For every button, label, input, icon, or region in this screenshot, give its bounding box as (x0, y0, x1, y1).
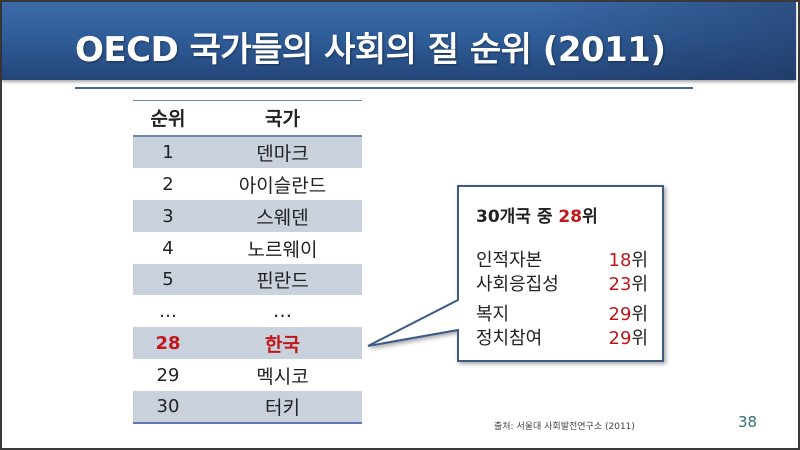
rank-cell: 29 (156, 364, 180, 386)
rank-cell: 5 (162, 269, 174, 290)
title-banner (2, 2, 796, 80)
table-row: 30 터키 (133, 391, 362, 422)
table-row: 4 노르웨이 (133, 232, 362, 264)
page-number: 38 (738, 413, 758, 431)
table-row: 2 아이슬란드 (133, 168, 362, 200)
table-row-ellipsis: … … (133, 295, 362, 327)
rank-cell: … (159, 300, 177, 322)
country-cell: 한국 (265, 333, 300, 356)
table-top-border (133, 100, 362, 101)
callout-headline: 30개국 중 28위 (476, 202, 598, 227)
summary-callout: 30개국 중 28위 인적자본 18위 사회응집성 23위 복지 29위 정치참… (458, 186, 663, 361)
item-rank: 29 (608, 328, 632, 349)
source-note: 출처: 서울대 사회발전연구소 (2011) (494, 422, 635, 432)
table-bottom-border (133, 422, 362, 424)
country-cell: 덴마크 (256, 143, 309, 165)
rank-cell: 4 (162, 237, 174, 259)
item-suffix: 위 (631, 274, 648, 295)
item-rank: 18 (608, 250, 632, 271)
country-cell: 멕시코 (256, 365, 309, 388)
title-divider (75, 87, 693, 89)
country-cell: 터키 (265, 397, 300, 419)
table-row: 3 스웨덴 (133, 200, 362, 232)
table-row: 5 핀란드 (133, 264, 362, 295)
item-label: 사회응집성 (476, 274, 559, 295)
rank-cell: 1 (162, 142, 174, 163)
country-cell: 아이슬란드 (238, 174, 327, 197)
item-label: 인적자본 (476, 250, 543, 271)
country-cell: … (273, 300, 292, 322)
item-rank: 29 (608, 304, 632, 325)
item-rank: 23 (608, 274, 632, 295)
table-row: 29 멕시코 (133, 359, 362, 391)
country-cell: 스웨덴 (256, 206, 309, 229)
headline-prefix: 30개국 중 (476, 207, 559, 227)
callout-item-human-capital: 인적자본 18위 (476, 246, 648, 272)
callout-item-political-participation: 정치참여 29위 (476, 324, 648, 350)
headline-suffix: 위 (582, 207, 598, 227)
rank-cell: 3 (162, 205, 174, 227)
item-label: 정치참여 (476, 328, 543, 349)
country-cell: 핀란드 (256, 270, 309, 292)
item-suffix: 위 (631, 304, 648, 325)
banner-shade (536, 2, 796, 80)
rank-cell: 2 (162, 173, 174, 195)
item-label: 복지 (476, 304, 510, 325)
item-suffix: 위 (631, 250, 648, 271)
item-suffix: 위 (631, 328, 648, 349)
callout-item-social-cohesion: 사회응집성 23위 (476, 270, 648, 296)
rank-cell: 30 (156, 396, 180, 417)
slide-title: OECD 국가들의 사회의 질 순위 (2011) (75, 30, 666, 70)
header-country: 국가 (265, 108, 300, 130)
table-header-row: 순위 국가 (133, 100, 362, 137)
rank-cell: 28 (155, 332, 181, 354)
table-row-highlight-korea: 28 한국 (133, 327, 362, 359)
table-row: 1 덴마크 (133, 137, 362, 168)
headline-rank: 28 (558, 207, 583, 227)
callout-item-welfare: 복지 29위 (476, 300, 648, 326)
country-cell: 노르웨이 (247, 238, 318, 261)
header-rank: 순위 (150, 108, 186, 130)
